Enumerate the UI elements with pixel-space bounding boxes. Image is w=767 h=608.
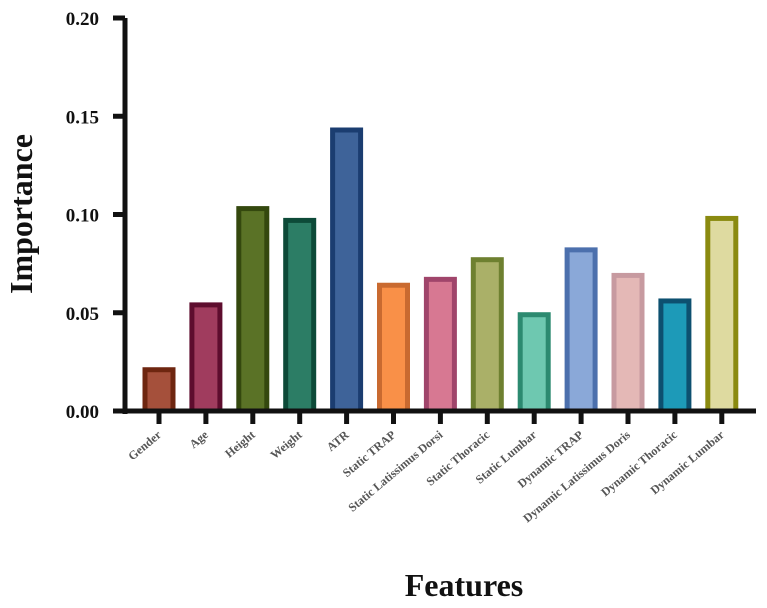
bar-static-thoracic xyxy=(470,257,504,414)
x-tick-label: Age xyxy=(187,427,212,451)
y-ticks-group: 0.00 0.05 0.10 0.15 0.20 xyxy=(66,9,125,423)
y-axis-title: Importance xyxy=(3,134,39,294)
y-tick-label: 0.20 xyxy=(66,9,99,30)
bar-age xyxy=(189,302,223,414)
x-tick-label: Weight xyxy=(268,428,305,462)
bar-height xyxy=(236,206,270,414)
y-tick-label: 0.15 xyxy=(66,107,99,128)
bar-dynamic-trap xyxy=(564,247,598,414)
bars-group xyxy=(142,127,739,414)
y-tick-label: 0.10 xyxy=(66,206,99,227)
x-axis-title: Features xyxy=(405,567,523,603)
bar-static-trap xyxy=(377,282,410,414)
bar-dynamic-thoracic xyxy=(658,298,692,414)
x-tick-label: Height xyxy=(222,428,258,461)
bar-dynamic-latissimus-doris xyxy=(611,272,645,414)
bar-weight xyxy=(283,217,317,414)
bar-dynamic-lumbar xyxy=(705,215,739,414)
x-tick-label: ATR xyxy=(324,427,352,454)
bar-atr xyxy=(330,127,364,414)
y-tick-label: 0.00 xyxy=(66,402,99,423)
y-tick-label: 0.05 xyxy=(66,304,99,325)
bar-gender xyxy=(142,367,176,414)
bar-static-latissimus-dorsi xyxy=(423,276,457,414)
x-tick-label: Gender xyxy=(125,427,164,463)
bar-static-lumbar xyxy=(517,312,551,414)
